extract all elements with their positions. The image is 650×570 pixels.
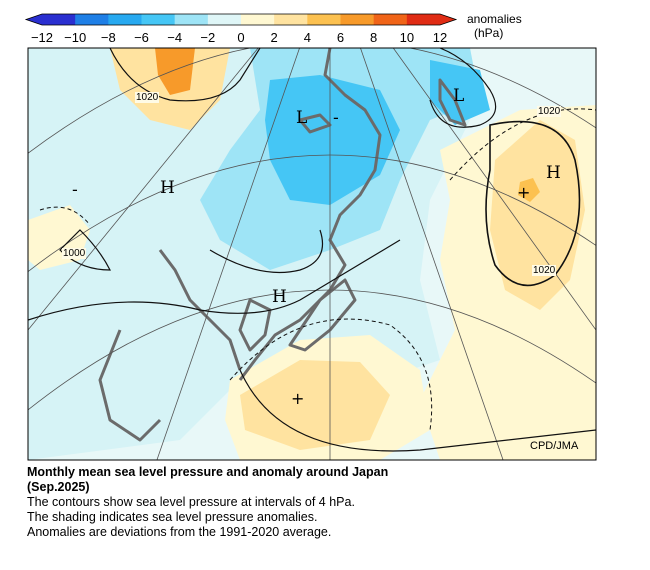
colorbar-segment — [406, 14, 441, 25]
colorbar-segment — [42, 14, 76, 25]
colorbar-tick-label: 10 — [399, 30, 415, 45]
legend-unit: (hPa) — [474, 26, 504, 40]
zero-anomaly-contours — [39, 108, 596, 431]
colorbar-segment — [274, 14, 308, 25]
plus-pacific: + — [517, 183, 531, 202]
colorbar-segment — [174, 14, 209, 25]
anomaly-region-positive-pacific-core — [518, 178, 540, 202]
anomaly-region-positive-pacific — [490, 120, 585, 310]
high-label-pacific: H — [546, 163, 561, 183]
caption-line1: The contours show sea level pressure at … — [27, 495, 355, 509]
isobar-label-top-right: 1020 — [537, 106, 562, 117]
colorbar-tick-label: 2 — [270, 30, 278, 45]
colorbar-tick-label: −2 — [200, 30, 216, 45]
credit-label: CPD/JMA — [530, 440, 579, 452]
plus-south: + — [291, 389, 305, 408]
colorbar-segment — [241, 14, 275, 25]
colorbar-outline — [24, 13, 458, 26]
colorbar-tick-label: 4 — [303, 30, 311, 45]
anomaly-region-negative-core — [265, 75, 400, 205]
isobars — [28, 48, 596, 452]
caption-title-line1: Monthly mean sea level pressure and anom… — [27, 465, 389, 479]
colorbar-min-arrow — [26, 14, 42, 25]
colorbar-segment — [373, 14, 408, 25]
colorbar-tick-label: −12 — [30, 30, 54, 45]
colorbar-segment — [75, 14, 109, 25]
colorbar-max-arrow — [440, 14, 456, 25]
low-label-center: L — [296, 108, 308, 128]
colorbar-tick-label: 6 — [336, 30, 345, 45]
map-frame — [27, 47, 597, 461]
minus-west: - — [72, 180, 78, 199]
colorbar-tick-label: −10 — [64, 30, 87, 45]
colorbar-segment — [340, 14, 375, 25]
caption-title-line2: (Sep.2025) — [27, 480, 90, 494]
isobar-label-left-low: 1000 — [62, 248, 87, 259]
isobar-label-right-mid: 1020 — [532, 265, 557, 276]
high-label-korea: H — [272, 287, 287, 307]
low-label-east: L — [453, 86, 465, 106]
colorbar-tick-label: 0 — [237, 30, 245, 45]
colorbar-tick-label: −8 — [100, 30, 116, 45]
colorbar-segment — [108, 14, 142, 25]
legend-title: anomalies — [467, 12, 522, 26]
colorbar-segments — [24, 13, 458, 26]
minus-center: - — [333, 108, 339, 127]
anomaly-region-positive-north-core — [155, 48, 195, 95]
colorbar-segment — [141, 14, 176, 25]
anomaly-region-positive-south-core — [240, 360, 390, 450]
colorbar-tick-label: −4 — [167, 30, 183, 45]
caption-line2: The shading indicates sea level pressure… — [27, 510, 318, 524]
colorbar-tick-label: −6 — [134, 30, 149, 45]
colorbar-tick-label: 8 — [370, 30, 378, 45]
isobar-label-top-left: 1020 — [135, 92, 160, 103]
colorbar-segment — [307, 14, 341, 25]
pressure-map — [27, 47, 597, 461]
anomaly-colorbar — [24, 13, 458, 26]
colorbar-tick-label: 12 — [432, 30, 448, 45]
high-label-china: H — [160, 178, 175, 198]
figure-caption: Monthly mean sea level pressure and anom… — [27, 465, 627, 540]
colorbar-segment — [207, 14, 242, 25]
caption-line3: Anomalies are deviations from the 1991-2… — [27, 525, 332, 539]
